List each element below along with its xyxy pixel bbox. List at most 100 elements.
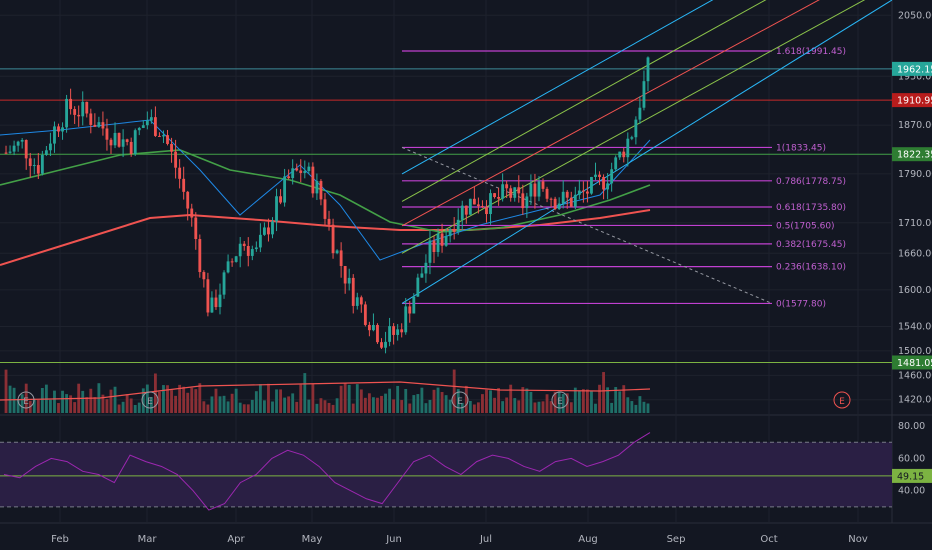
volume-bar bbox=[226, 401, 230, 413]
candle-body bbox=[16, 141, 20, 146]
candle-body bbox=[481, 206, 484, 208]
volume-bar bbox=[634, 404, 638, 413]
volume-bar bbox=[12, 387, 16, 413]
time-tick-label: Nov bbox=[848, 534, 868, 545]
volume-bar bbox=[553, 392, 557, 413]
volume-bar bbox=[32, 398, 36, 413]
volume-bar bbox=[145, 384, 149, 413]
candle-body bbox=[279, 196, 282, 203]
rsi-tick-label: 80.00 bbox=[898, 421, 925, 432]
candle-body bbox=[198, 239, 202, 273]
volume-bar bbox=[412, 395, 416, 413]
volume-bar bbox=[472, 404, 476, 413]
volume-bar bbox=[133, 404, 137, 413]
volume-bar bbox=[20, 394, 24, 413]
price-tag bbox=[892, 93, 932, 108]
candle-body bbox=[53, 126, 56, 144]
volume-bar bbox=[448, 399, 452, 413]
volume-bar bbox=[598, 384, 601, 413]
candle-body bbox=[444, 236, 448, 246]
earnings-marker-icon bbox=[141, 391, 159, 409]
price-tag-label: 1962.15 bbox=[897, 64, 932, 75]
volume-bar bbox=[186, 392, 190, 413]
candle-body bbox=[376, 324, 379, 343]
price-tick-label: 2050.00 bbox=[898, 10, 932, 21]
candle-body bbox=[40, 154, 44, 174]
candle-body bbox=[541, 181, 545, 189]
candle-body bbox=[622, 151, 626, 158]
volume-ma-line bbox=[0, 381, 651, 401]
candle-body bbox=[141, 125, 145, 128]
candle-body bbox=[372, 324, 375, 331]
rsi-band bbox=[0, 442, 892, 507]
volume-bar bbox=[153, 373, 157, 413]
volume-bar bbox=[485, 389, 488, 413]
volume-bar bbox=[392, 399, 396, 413]
time-tick-label: Aug bbox=[578, 534, 598, 545]
volume-bar bbox=[388, 388, 391, 413]
candle-body bbox=[166, 135, 169, 144]
candle-body bbox=[363, 304, 367, 325]
time-tick-label: Oct bbox=[760, 534, 777, 545]
volume-bar bbox=[452, 369, 456, 413]
price-tick-label: 1600.00 bbox=[898, 285, 932, 296]
volume-bar bbox=[271, 401, 274, 413]
volume-bar bbox=[594, 403, 597, 413]
time-tick-label: Feb bbox=[51, 534, 69, 545]
candle-body bbox=[598, 174, 601, 177]
volume-bar bbox=[287, 396, 291, 413]
volume-bar bbox=[222, 395, 226, 413]
candle-body bbox=[573, 194, 577, 207]
volume-bar bbox=[630, 401, 634, 413]
channel-line bbox=[401, 0, 820, 227]
candle-body bbox=[125, 139, 129, 142]
candle-body bbox=[412, 296, 416, 314]
time-tick-label: May bbox=[302, 534, 323, 545]
volume-bar bbox=[61, 390, 64, 413]
volume-bar bbox=[162, 385, 165, 413]
candle-body bbox=[97, 122, 101, 127]
candle-body bbox=[642, 81, 646, 108]
rsi-value-label: 49.15 bbox=[897, 471, 924, 482]
candle-body bbox=[194, 217, 198, 240]
volume-bar bbox=[501, 401, 505, 413]
candle-body bbox=[267, 227, 270, 235]
fib-level-label: 0(1577.80) bbox=[776, 299, 826, 309]
price-tick-label: 1500.00 bbox=[898, 346, 932, 357]
volume-bar bbox=[65, 394, 68, 413]
volume-bar bbox=[408, 403, 412, 413]
candle-body bbox=[109, 139, 113, 146]
volume-bar bbox=[89, 388, 93, 413]
volume-bar bbox=[404, 388, 408, 413]
candle-body bbox=[638, 107, 642, 120]
volume-bar bbox=[642, 401, 646, 413]
volume-bar bbox=[250, 399, 254, 413]
price-tick-label: 1540.00 bbox=[898, 322, 932, 333]
volume-bar bbox=[355, 384, 359, 413]
candle-body bbox=[561, 191, 565, 204]
volume-bar bbox=[242, 404, 246, 413]
candle-body bbox=[69, 98, 73, 110]
earnings-marker-icon bbox=[17, 391, 35, 409]
candle-body bbox=[581, 190, 585, 192]
volume-bar bbox=[521, 387, 525, 413]
candle-body bbox=[432, 240, 436, 253]
volume-bar bbox=[509, 384, 513, 413]
volume-bar bbox=[283, 397, 287, 413]
price-tag-label: 1481.05 bbox=[897, 358, 932, 369]
volume-bar bbox=[497, 388, 501, 413]
fib-level-label: 1.618(1991.45) bbox=[776, 47, 846, 57]
earnings-marker-icon bbox=[551, 391, 569, 409]
candle-body bbox=[472, 198, 476, 205]
volume-bar bbox=[541, 401, 545, 413]
candle-body bbox=[602, 176, 605, 190]
volume-bar bbox=[646, 403, 650, 413]
candle-body bbox=[384, 341, 387, 348]
fib-level-label: 0.786(1778.75) bbox=[776, 177, 846, 187]
volume-bar bbox=[230, 393, 234, 413]
volume-bar bbox=[73, 402, 77, 413]
candle-body bbox=[509, 188, 513, 198]
volume-bar bbox=[622, 385, 626, 413]
